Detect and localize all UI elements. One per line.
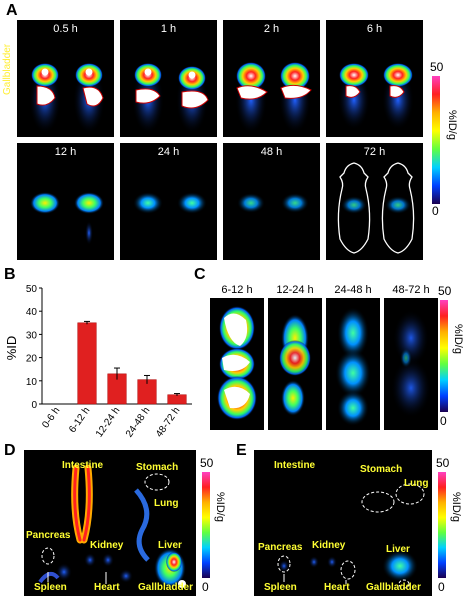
colorbar-gradient bbox=[440, 300, 448, 412]
label-intestine: Intestine bbox=[62, 460, 104, 471]
panel-a-label: A bbox=[6, 2, 18, 19]
y-tick-label: 20 bbox=[26, 354, 38, 365]
tile-time-label: 2 h bbox=[263, 23, 280, 35]
tile-time-label: 48 h bbox=[260, 146, 283, 158]
x-tick-label: 24-48 h bbox=[124, 405, 152, 439]
tile-time-label: 6 h bbox=[366, 23, 383, 35]
panel-c-col-1: 6-12 h bbox=[221, 284, 253, 296]
pet-tile-1h: 1 h bbox=[120, 20, 217, 137]
colorbar-gradient bbox=[438, 472, 446, 578]
label-pancreas: Pancreas bbox=[258, 542, 303, 553]
mouse-scan-image bbox=[338, 63, 414, 130]
colorbar-max: 50 bbox=[436, 456, 450, 470]
label-gallbladder: Gallbladder bbox=[366, 582, 422, 593]
bar bbox=[77, 322, 97, 405]
label-stomach: Stomach bbox=[136, 462, 179, 473]
intestine-scan-6-12h bbox=[210, 298, 264, 430]
x-tick-label: 6-12 h bbox=[67, 405, 92, 435]
mouse-scan-image bbox=[133, 192, 207, 214]
y-axis-label: %ID bbox=[4, 336, 19, 361]
tile-time-label: 24 h bbox=[157, 146, 180, 158]
label-liver: Liver bbox=[158, 540, 182, 551]
panel-d-label: D bbox=[4, 442, 16, 459]
colorbar-min: 0 bbox=[432, 204, 439, 218]
colorbar-min: 0 bbox=[202, 580, 209, 594]
colorbar-min: 0 bbox=[438, 580, 445, 594]
pet-tile-0-5h: 0.5 h bbox=[17, 20, 114, 137]
label-heart: Heart bbox=[324, 582, 350, 593]
tile-time-label: 0.5 h bbox=[53, 23, 78, 35]
mouse-scan-image bbox=[30, 192, 104, 245]
panel-d-colorbar: 50 0 %ID/g bbox=[200, 456, 230, 596]
y-tick-label: 30 bbox=[26, 330, 38, 341]
colorbar-max: 50 bbox=[438, 284, 452, 298]
panel-c-col-2: 12-24 h bbox=[276, 284, 314, 296]
intestine-scan-12-24h bbox=[268, 298, 322, 430]
y-tick-label: 40 bbox=[26, 307, 38, 318]
tile-time-label: 12 h bbox=[54, 146, 77, 158]
y-tick-label: 10 bbox=[26, 377, 38, 388]
uptake-bar-chart: %ID 0 10 20 30 40 50 0-6 h 6-12 h 12-24 h 24-48 h… bbox=[4, 284, 192, 440]
y-tick-label: 50 bbox=[26, 284, 38, 295]
intestine-scan-24-48h bbox=[326, 298, 380, 430]
label-heart: Heart bbox=[94, 582, 120, 593]
bar bbox=[167, 394, 187, 405]
panel-c-col-4: 48-72 h bbox=[392, 284, 430, 296]
tile-time-label: 72 h bbox=[363, 146, 386, 158]
panel-c-label: C bbox=[194, 266, 206, 283]
label-liver: Liver bbox=[386, 544, 410, 555]
mouse-scan-image bbox=[235, 62, 312, 134]
label-gallbladder: Gallbladder bbox=[138, 582, 194, 593]
panel-c-colorbar: 50 0 %ID/g bbox=[438, 284, 468, 432]
pet-tile-24h: 24 h bbox=[120, 143, 217, 260]
pet-tile-6h: 6 h bbox=[326, 20, 423, 137]
label-lung: Lung bbox=[154, 498, 179, 509]
ex-vivo-organs-d: Intestine Stomach Lung Pancreas Kidney L… bbox=[24, 450, 196, 596]
colorbar-gradient bbox=[432, 76, 440, 204]
mouse-scan-image bbox=[132, 63, 209, 134]
label-intestine: Intestine bbox=[274, 460, 316, 471]
label-spleen: Spleen bbox=[34, 582, 67, 593]
label-kidney: Kidney bbox=[312, 540, 346, 551]
colorbar-max: 50 bbox=[430, 60, 444, 74]
pet-tile-12h: 12 h bbox=[17, 143, 114, 260]
x-tick-label: 48-72 h bbox=[154, 405, 182, 439]
y-tick-label: 0 bbox=[31, 400, 37, 411]
colorbar-min: 0 bbox=[440, 414, 447, 428]
panel-c-col-3: 24-48 h bbox=[334, 284, 372, 296]
label-stomach: Stomach bbox=[360, 464, 403, 475]
mouse-scan-image bbox=[29, 63, 105, 134]
colorbar-unit: %ID/g bbox=[450, 492, 462, 522]
label-lung: Lung bbox=[404, 478, 429, 489]
gallbladder-annotation: Gallbladder bbox=[2, 43, 13, 95]
pet-tile-48h: 48 h bbox=[223, 143, 320, 260]
colorbar-unit: %ID/g bbox=[446, 110, 458, 140]
x-tick-label: 0-6 h bbox=[40, 405, 62, 430]
panel-e-colorbar: 50 0 %ID/g bbox=[436, 456, 468, 596]
colorbar-gradient bbox=[202, 472, 210, 578]
colorbar-unit: %ID/g bbox=[452, 324, 464, 354]
label-spleen: Spleen bbox=[264, 582, 297, 593]
panel-b-label: B bbox=[4, 266, 16, 283]
pet-tile-72h: 72 h bbox=[326, 143, 423, 260]
pet-tile-2h: 2 h bbox=[223, 20, 320, 137]
ex-vivo-organs-e: Intestine Stomach Lung Pancreas Kidney L… bbox=[254, 450, 432, 596]
label-pancreas: Pancreas bbox=[26, 530, 71, 541]
mouse-outline-image bbox=[337, 162, 415, 254]
tile-time-label: 1 h bbox=[160, 23, 177, 35]
mouse-scan-image bbox=[237, 193, 309, 213]
label-kidney: Kidney bbox=[90, 540, 124, 551]
intestine-scan-48-72h bbox=[384, 298, 438, 430]
panel-e-label: E bbox=[236, 442, 247, 459]
panel-a-colorbar: 50 0 %ID/g bbox=[430, 60, 468, 220]
x-tick-label: 12-24 h bbox=[94, 405, 122, 439]
colorbar-unit: %ID/g bbox=[214, 492, 226, 522]
colorbar-max: 50 bbox=[200, 456, 214, 470]
